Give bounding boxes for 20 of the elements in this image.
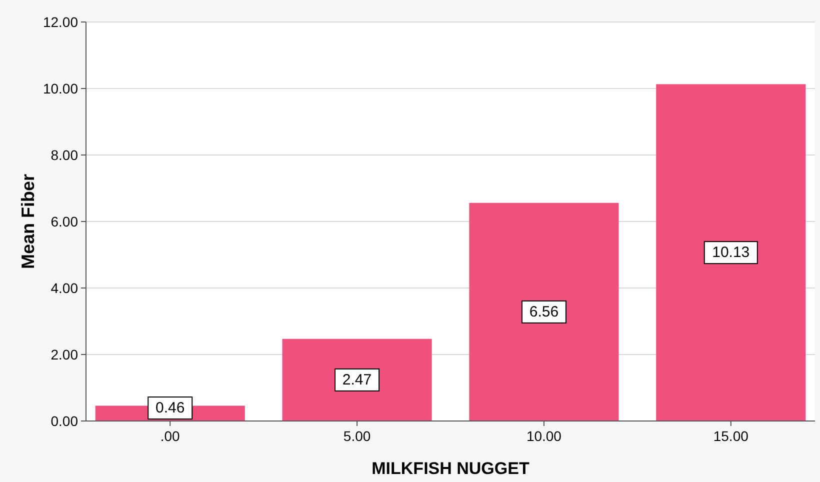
x-tick-label: 10.00 [526, 428, 562, 444]
x-tick-label: 5.00 [343, 428, 371, 444]
y-tick-label: 6.00 [50, 214, 78, 230]
data-label: 6.56 [529, 303, 559, 320]
data-label: 10.13 [712, 244, 750, 262]
y-tick-label: 0.00 [50, 413, 78, 429]
y-axis-title: Mean Fiber [18, 174, 38, 270]
data-label: 2.47 [342, 371, 372, 388]
x-tick-label: .00 [160, 428, 180, 444]
data-label: 0.46 [156, 400, 185, 416]
x-tick-label: 15.00 [713, 428, 749, 444]
x-axis-title: MILKFISH NUGGET [372, 459, 530, 478]
y-tick-label: 12.00 [42, 14, 78, 30]
y-tick-label: 10.00 [42, 80, 78, 96]
bar [282, 338, 432, 421]
bar [656, 84, 806, 421]
y-tick-label: 8.00 [50, 147, 78, 163]
y-tick-label: 2.00 [50, 346, 78, 362]
y-tick-label: 4.00 [50, 280, 78, 296]
bar [469, 202, 619, 421]
